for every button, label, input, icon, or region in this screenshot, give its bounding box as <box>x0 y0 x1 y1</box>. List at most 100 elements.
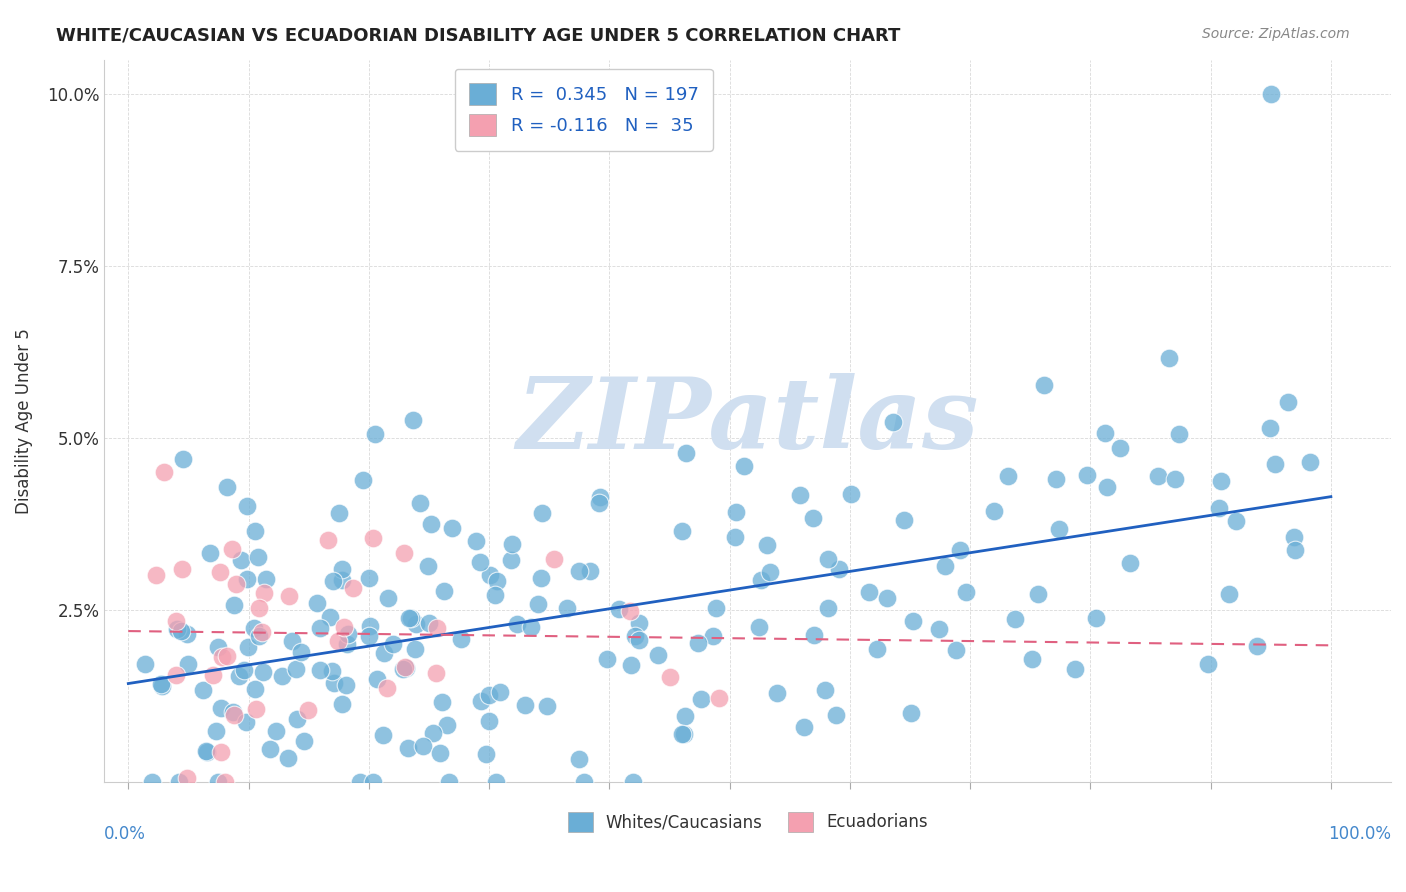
Point <box>1026 587 1049 601</box>
Point <box>172 451 194 466</box>
Point <box>748 620 770 634</box>
Point <box>1282 530 1305 544</box>
Point <box>145 567 167 582</box>
Point <box>758 566 780 580</box>
Point <box>589 490 612 504</box>
Point <box>526 597 548 611</box>
Point <box>1246 639 1268 653</box>
Point <box>425 666 447 681</box>
Point <box>264 724 287 739</box>
Point <box>336 627 359 641</box>
Point <box>426 621 449 635</box>
Point <box>207 640 229 654</box>
Point <box>983 504 1005 518</box>
Point <box>893 513 915 527</box>
Point <box>328 506 350 520</box>
Point <box>765 685 787 699</box>
Legend: Whites/Caucasians, Ecuadorians: Whites/Caucasians, Ecuadorians <box>561 805 935 838</box>
Point <box>396 740 419 755</box>
Point <box>596 652 619 666</box>
Point <box>955 585 977 599</box>
Point <box>245 702 267 716</box>
Point <box>150 679 173 693</box>
Point <box>1047 522 1070 536</box>
Point <box>430 695 453 709</box>
Text: 100.0%: 100.0% <box>1329 825 1391 844</box>
Point <box>675 446 697 460</box>
Point <box>228 669 250 683</box>
Point <box>330 573 353 587</box>
Point <box>619 604 641 618</box>
Point <box>475 747 498 761</box>
Point <box>392 546 415 560</box>
Point <box>578 564 600 578</box>
Point <box>658 670 681 684</box>
Point <box>352 473 374 487</box>
Point <box>1168 427 1191 442</box>
Point <box>209 565 232 579</box>
Point <box>308 664 330 678</box>
Point <box>176 771 198 785</box>
Point <box>416 558 439 573</box>
Point <box>725 505 748 519</box>
Point <box>501 552 523 566</box>
Point <box>205 723 228 738</box>
Point <box>673 709 696 723</box>
Point <box>801 511 824 525</box>
Point <box>1004 613 1026 627</box>
Point <box>470 693 492 707</box>
Point <box>1147 469 1170 483</box>
Point <box>401 611 423 625</box>
Point <box>530 572 553 586</box>
Point <box>375 681 398 695</box>
Point <box>326 633 349 648</box>
Text: ZIPatlas: ZIPatlas <box>516 373 979 469</box>
Point <box>900 706 922 720</box>
Point <box>624 629 647 643</box>
Point <box>194 744 217 758</box>
Point <box>242 621 264 635</box>
Point <box>997 469 1019 483</box>
Point <box>749 573 772 587</box>
Point <box>531 507 554 521</box>
Point <box>231 552 253 566</box>
Point <box>419 517 441 532</box>
Point <box>733 459 755 474</box>
Point <box>377 591 399 606</box>
Text: WHITE/CAUCASIAN VS ECUADORIAN DISABILITY AGE UNDER 5 CORRELATION CHART: WHITE/CAUCASIAN VS ECUADORIAN DISABILITY… <box>56 27 901 45</box>
Point <box>465 533 488 548</box>
Point <box>536 699 558 714</box>
Point <box>543 552 565 566</box>
Point <box>134 657 156 671</box>
Point <box>568 752 591 766</box>
Point <box>232 663 254 677</box>
Point <box>858 584 880 599</box>
Point <box>817 600 839 615</box>
Point <box>866 642 889 657</box>
Point <box>381 637 404 651</box>
Point <box>789 488 811 502</box>
Point <box>177 657 200 671</box>
Point <box>246 550 269 565</box>
Point <box>217 648 239 663</box>
Point <box>292 733 315 747</box>
Point <box>1033 377 1056 392</box>
Point <box>478 688 501 702</box>
Point <box>478 714 501 729</box>
Point <box>1225 514 1247 528</box>
Text: 0.0%: 0.0% <box>104 825 146 844</box>
Text: Source: ZipAtlas.com: Source: ZipAtlas.com <box>1202 27 1350 41</box>
Point <box>515 698 537 712</box>
Point <box>166 622 188 636</box>
Point <box>429 746 451 760</box>
Point <box>568 564 591 578</box>
Point <box>412 739 434 754</box>
Point <box>756 538 779 552</box>
Point <box>170 624 193 639</box>
Point <box>1157 351 1180 366</box>
Point <box>690 692 713 706</box>
Point <box>501 537 523 551</box>
Point <box>247 601 270 615</box>
Point <box>627 615 650 630</box>
Point <box>934 558 956 573</box>
